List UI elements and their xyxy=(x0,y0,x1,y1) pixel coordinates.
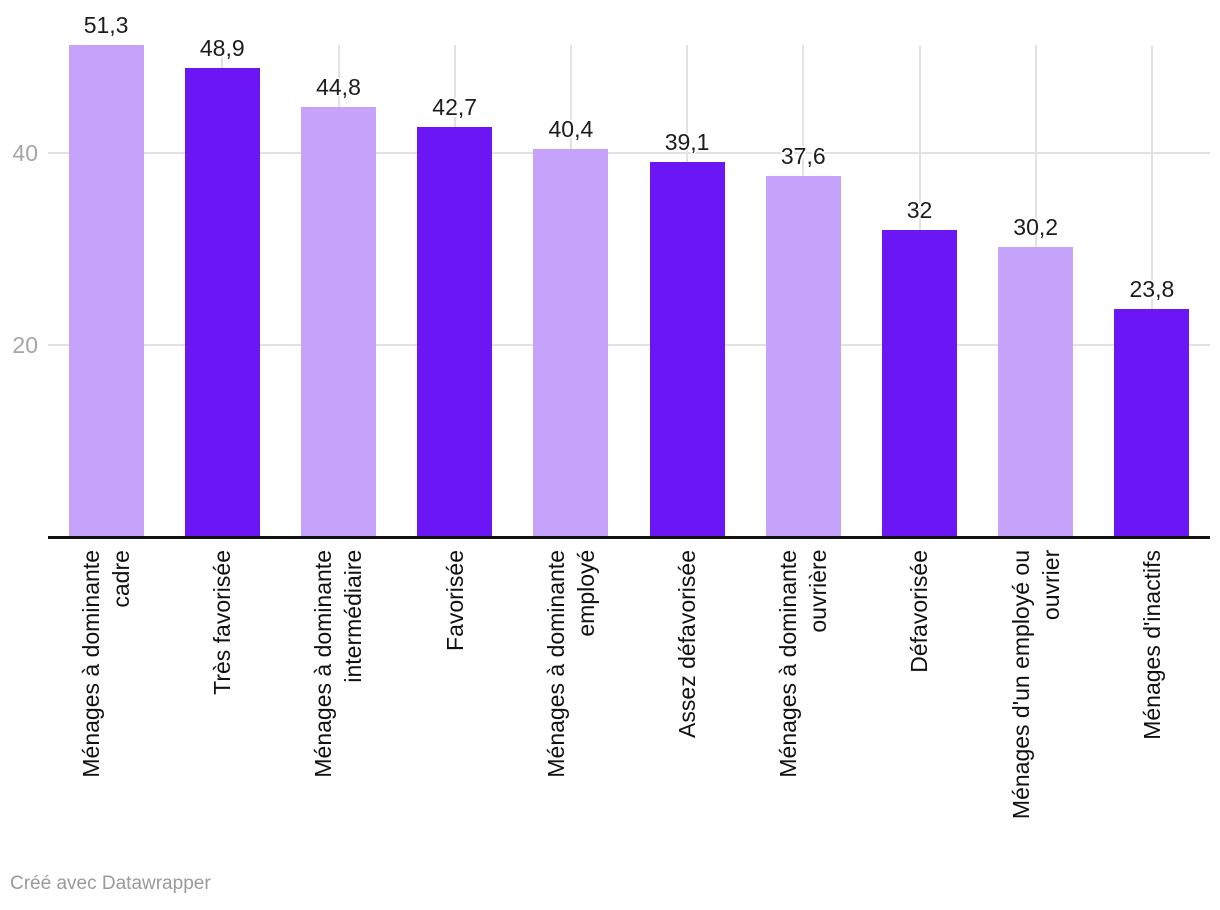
bar[interactable] xyxy=(533,149,609,537)
x-axis-label: Ménages d'un employé ou ouvrier xyxy=(1007,550,1064,820)
bar[interactable] xyxy=(882,229,957,537)
x-axis-label-cell: Ménages d'inactifs xyxy=(1094,550,1210,850)
x-axis-label-cell: Ménages d'un employé ou ouvrier xyxy=(978,550,1094,850)
horizontal-gridline xyxy=(48,344,1210,346)
x-axis-label: Ménages d'inactifs xyxy=(1138,550,1165,740)
vertical-gridline xyxy=(1150,45,1153,537)
bar-value-label: 40,4 xyxy=(548,116,594,143)
bar-value-label: 44,8 xyxy=(316,73,361,100)
y-axis-tick-label: 20 xyxy=(12,332,38,358)
x-axis-label-cell: Ménages à dominante ouvrière xyxy=(745,550,861,850)
bar-value-label: 42,7 xyxy=(432,94,478,121)
x-axis-label: Défavorisée xyxy=(906,550,933,673)
x-axis-label: Très favorisée xyxy=(209,550,236,695)
horizontal-gridline xyxy=(48,152,1210,154)
bar[interactable] xyxy=(417,127,493,537)
bar[interactable] xyxy=(649,161,725,537)
bar[interactable] xyxy=(765,176,841,537)
bar[interactable] xyxy=(68,44,144,537)
bar[interactable] xyxy=(1114,308,1190,537)
bar[interactable] xyxy=(998,247,1074,537)
bar-value-label: 51,3 xyxy=(83,11,129,38)
x-axis-label-cell: Ménages à dominante employé xyxy=(513,550,629,850)
bar-value-label: 32 xyxy=(906,196,933,223)
x-axis-label-cell: Favorisée xyxy=(397,550,513,850)
x-axis-label-cell: Ménages à dominante cadre xyxy=(48,550,164,850)
x-axis-label: Ménages à dominante ouvrière xyxy=(775,550,832,778)
y-axis-tick-label: 40 xyxy=(12,140,38,166)
bar-value-label: 48,9 xyxy=(199,34,245,61)
x-axis-label: Ménages à dominante cadre xyxy=(78,550,135,778)
x-axis-label: Favorisée xyxy=(441,550,468,651)
bar-value-label: 39,1 xyxy=(664,128,710,155)
x-axis-label-cell: Défavorisée xyxy=(861,550,977,850)
bar[interactable] xyxy=(184,67,260,537)
x-axis-label: Ménages à dominante employé xyxy=(542,550,599,778)
x-axis-label-cell: Ménages à dominante intermédiaire xyxy=(280,550,396,850)
x-axis-label-cell: Très favorisée xyxy=(164,550,280,850)
x-axis-label: Ménages à dominante intermédiaire xyxy=(310,550,367,778)
x-axis-line xyxy=(48,536,1210,539)
datawrapper-credit-link[interactable]: Créé avec Datawrapper xyxy=(10,873,211,894)
x-axis-label-cell: Assez défavorisée xyxy=(629,550,745,850)
bar-value-label: 30,2 xyxy=(1013,214,1059,241)
x-axis-label: Assez défavorisée xyxy=(674,550,701,738)
bar[interactable] xyxy=(301,106,376,537)
bar-value-label: 37,6 xyxy=(780,143,826,170)
bar-value-label: 23,8 xyxy=(1129,275,1175,302)
